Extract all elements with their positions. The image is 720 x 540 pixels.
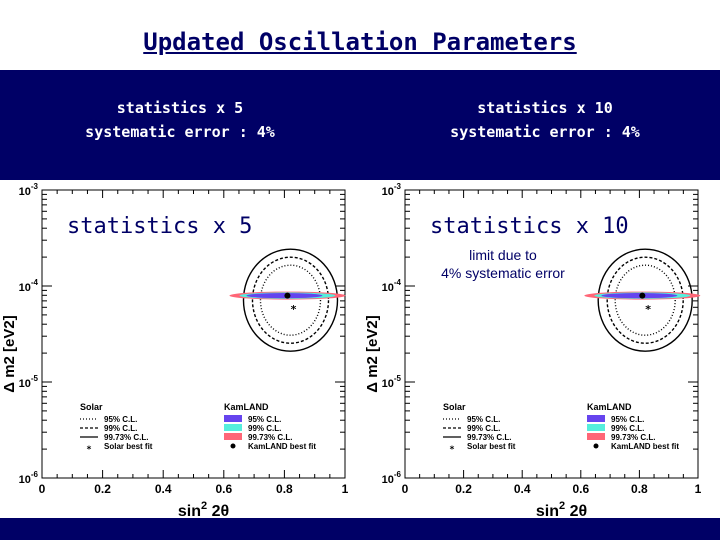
solar-9973-contour — [242, 248, 339, 352]
x-tick-label: 0.6 — [215, 482, 232, 496]
solar-95-contour — [614, 264, 676, 336]
kamland-best-fit-marker — [284, 292, 291, 299]
panel-label: statistics x 10 — [430, 214, 629, 239]
solar-legend-entry: 99% C.L. — [104, 424, 137, 433]
y-axis-label: Δ m2 [eV2] — [364, 315, 381, 392]
annotation-line2: 4% systematic error — [441, 265, 565, 281]
kamland-legend-title: KamLAND — [224, 402, 269, 412]
y-tick-label: 10-6 — [19, 470, 39, 486]
y-tick-label: 10-3 — [19, 182, 39, 198]
x-tick-label: 0.2 — [455, 482, 472, 496]
solar-legend-star: * — [450, 445, 455, 455]
y-axis-label: Δ m2 [eV2] — [1, 315, 18, 392]
x-tick-label: 0.8 — [631, 482, 648, 496]
solar-legend-entry: 95% C.L. — [467, 415, 500, 424]
kamland-legend-entry: 95% C.L. — [248, 415, 281, 424]
band-left-line1: statistics x 5 — [116, 99, 244, 117]
y-tick-label: 10-3 — [382, 182, 402, 198]
kamland-legend-title: KamLAND — [587, 402, 632, 412]
page-title: Updated Oscillation Parameters — [143, 28, 577, 56]
solar-99-contour — [251, 256, 330, 344]
x-tick-label: 0.2 — [94, 482, 111, 496]
kamland-legend-entry: 99% C.L. — [611, 424, 644, 433]
band-right-line1: statistics x 10 — [477, 99, 613, 117]
solar-legend-title: Solar — [443, 402, 466, 412]
solar-legend-entry: 99% C.L. — [467, 424, 500, 433]
x-tick-label: 0 — [39, 482, 46, 496]
solar-best-fit-marker: * — [645, 303, 651, 316]
x-tick-label: 1 — [342, 482, 349, 496]
x-tick-label: 0.8 — [276, 482, 293, 496]
annotation-line1: limit due to — [469, 247, 537, 263]
kamland-legend-entry: 99.73% C.L. — [611, 433, 655, 442]
kamland-legend-dot — [230, 443, 236, 449]
band-left-line2: systematic error : 4% — [85, 123, 275, 141]
kamland-legend-entry: 99% C.L. — [248, 424, 281, 433]
band-left-caption: statistics x 5 systematic error : 4% — [30, 96, 330, 144]
x-tick-label: 1 — [695, 482, 702, 496]
x-tick-label: 0.4 — [155, 482, 172, 496]
footer-band — [0, 518, 720, 540]
y-tick-label: 10-4 — [382, 278, 402, 294]
y-tick-label: 10-6 — [382, 470, 402, 486]
solar-legend-title: Solar — [80, 402, 103, 412]
solar-legend-entry: Solar best fit — [467, 442, 516, 451]
x-tick-label: 0.4 — [514, 482, 531, 496]
solar-legend-entry: 95% C.L. — [104, 415, 137, 424]
solar-legend-star: * — [87, 445, 92, 455]
panel-label: statistics x 5 — [67, 214, 252, 239]
kamland-legend-swatch — [224, 433, 242, 440]
y-tick-label: 10-4 — [19, 278, 39, 294]
chart-panel-2: 0 0.2 0.4 0.6 0.8 1 10-3 10-4 10-5 10-6 sin2 2θ Δ m… — [364, 182, 702, 520]
kamland-legend-entry: KamLAND best fit — [611, 442, 679, 451]
solar-99-contour — [606, 256, 684, 344]
kamland-legend-entry: 95% C.L. — [611, 415, 644, 424]
kamland-legend-swatch — [224, 424, 242, 431]
solar-best-fit-marker: * — [291, 303, 297, 316]
x-tick-label: 0.6 — [572, 482, 589, 496]
solar-legend-entry: 99.73% C.L. — [104, 433, 148, 442]
kamland-legend-entry: KamLAND best fit — [248, 442, 316, 451]
kamland-legend-dot — [593, 443, 599, 449]
kamland-legend-swatch — [587, 424, 605, 431]
solar-legend-entry: 99.73% C.L. — [467, 433, 511, 442]
kamland-best-fit-marker — [639, 292, 646, 299]
band-right-caption: statistics x 10 systematic error : 4% — [395, 96, 695, 144]
y-tick-label: 10-5 — [19, 374, 39, 390]
kamland-legend-swatch — [587, 415, 605, 422]
y-tick-label: 10-5 — [382, 374, 402, 390]
band-right-line2: systematic error : 4% — [450, 123, 640, 141]
chart-panel-1: 0 0.2 0.4 0.6 0.8 1 10-3 10-4 10-5 10-6 sin2 2θ Δ m… — [1, 182, 349, 520]
kamland-legend-entry: 99.73% C.L. — [248, 433, 292, 442]
x-axis-label: sin2 2θ — [536, 500, 587, 520]
header-band — [0, 70, 720, 180]
x-tick-label: 0 — [402, 482, 409, 496]
x-axis-label: sin2 2θ — [178, 500, 229, 520]
solar-95-contour — [259, 264, 322, 336]
kamland-legend-swatch — [224, 415, 242, 422]
solar-legend-entry: Solar best fit — [104, 442, 153, 451]
solar-9973-contour — [597, 248, 693, 352]
kamland-legend-swatch — [587, 433, 605, 440]
